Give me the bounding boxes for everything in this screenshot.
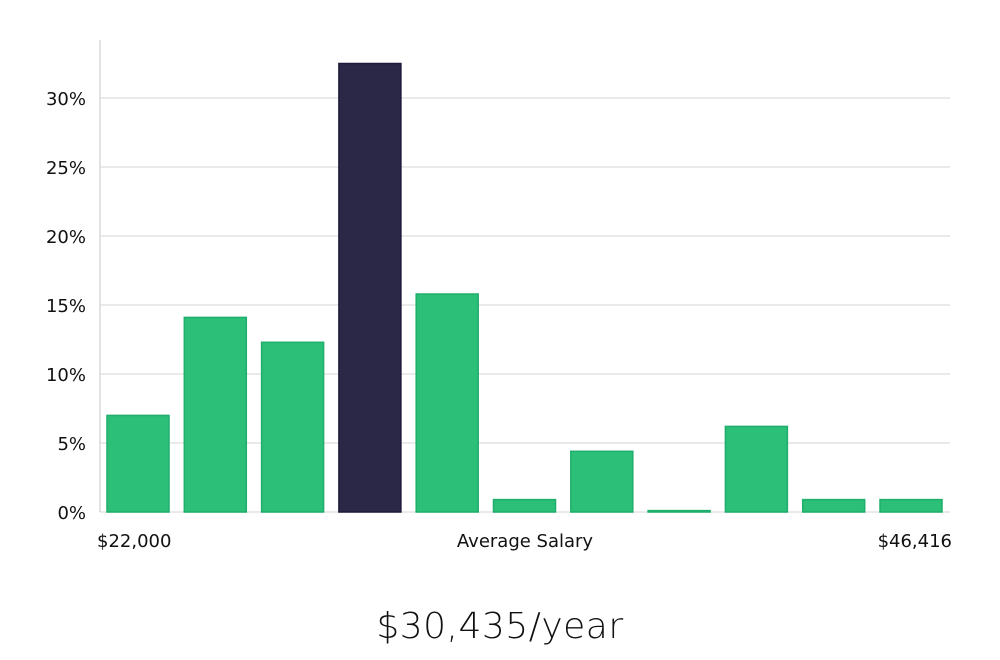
bar bbox=[106, 414, 170, 513]
bar bbox=[183, 316, 248, 513]
y-tick-label: 20% bbox=[46, 227, 86, 248]
y-tick-label: 10% bbox=[46, 365, 86, 386]
bar bbox=[801, 498, 866, 513]
y-axis-ticks: 0% 5% 10% 15% 20% 25% 30% bbox=[46, 89, 86, 524]
x-axis-min-label: $22,000 bbox=[97, 531, 171, 552]
average-salary-value: $30,435/year bbox=[376, 606, 624, 647]
y-tick-label: 30% bbox=[46, 89, 86, 110]
bar bbox=[260, 341, 325, 513]
bars bbox=[106, 62, 943, 513]
bar bbox=[724, 425, 789, 513]
bar bbox=[879, 498, 943, 513]
bar-highlighted bbox=[338, 62, 402, 513]
x-axis-labels: $22,000 Average Salary $46,416 bbox=[97, 531, 952, 552]
y-tick-label: 5% bbox=[57, 434, 86, 455]
bar bbox=[647, 509, 711, 513]
x-axis-title: Average Salary bbox=[457, 531, 594, 552]
bar bbox=[492, 498, 557, 513]
y-tick-label: 25% bbox=[46, 158, 86, 179]
y-tick-label: 0% bbox=[57, 503, 86, 524]
x-axis-max-label: $46,416 bbox=[878, 531, 952, 552]
bar bbox=[570, 450, 634, 513]
bar bbox=[415, 293, 479, 513]
y-tick-label: 15% bbox=[46, 296, 86, 317]
salary-histogram: 0% 5% 10% 15% 20% 25% 30% $22,000 Average Sala… bbox=[46, 40, 952, 552]
